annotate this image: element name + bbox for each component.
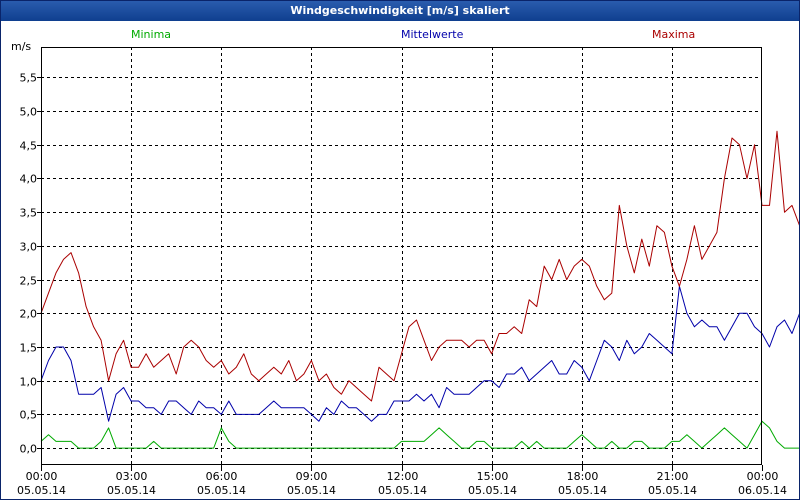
x-tick-time: 09:00	[296, 470, 328, 483]
legend-minima: Minima	[131, 28, 171, 41]
y-tick-label: 2,0	[20, 308, 38, 321]
series-lines	[40, 130, 799, 449]
series-line-maxima	[40, 130, 799, 402]
x-tick-date: 05.05.14	[468, 484, 517, 497]
legend-mittelwerte: Mittelwerte	[401, 28, 464, 41]
y-tick-label: 5,0	[20, 106, 38, 119]
grid	[41, 47, 762, 465]
plot-frame	[41, 47, 762, 465]
y-tick-label: 0,5	[20, 409, 38, 422]
x-tick-time: 00:00	[747, 470, 779, 483]
y-tick-label: 3,5	[20, 207, 38, 220]
chart-canvas: 0,0 0,5 1,0 1,5 2,0 2,5 3,0 3,5 4,0 4,5 5,0 5,5 00:0…	[11, 28, 799, 497]
y-tick-label: 1,0	[20, 376, 38, 389]
y-tick-label: 1,5	[20, 342, 38, 355]
y-tick-label: 3,0	[20, 241, 38, 254]
x-tick-date: 05.05.14	[558, 484, 607, 497]
x-tick-time: 21:00	[657, 470, 689, 483]
y-tick-label: 2,5	[20, 275, 38, 288]
x-tick-date: 05.05.14	[107, 484, 156, 497]
x-tick-time: 00:00	[26, 470, 58, 483]
x-tick-date: 05.05.14	[197, 484, 246, 497]
x-tick-date: 05.05.14	[378, 484, 427, 497]
x-tick-time: 15:00	[477, 470, 509, 483]
y-axis-label: m/s	[11, 40, 31, 53]
window-title: Windgeschwindigkeit [m/s] skaliert	[1, 1, 799, 21]
series-line-minima	[40, 420, 799, 449]
x-tick-date: 06.05.14	[738, 484, 787, 497]
x-tick-date: 05.05.14	[287, 484, 336, 497]
series-line-mittelwerte	[40, 285, 799, 422]
y-tick-label: 5,5	[20, 72, 38, 85]
x-tick-date: 05.05.14	[648, 484, 697, 497]
plot-area	[41, 47, 762, 465]
axes: 0,0 0,5 1,0 1,5 2,0 2,5 3,0 3,5 4,0 4,5 5,0 5,5 00:0…	[17, 47, 787, 497]
x-tick-time: 18:00	[567, 470, 599, 483]
y-tick-label: 0,0	[20, 443, 38, 456]
x-tick-time: 03:00	[116, 470, 148, 483]
legend-maxima: Maxima	[652, 28, 695, 41]
x-tick-date: 05.05.14	[17, 484, 66, 497]
x-tick-time: 12:00	[387, 470, 419, 483]
y-tick-label: 4,5	[20, 140, 38, 153]
x-tick-time: 06:00	[206, 470, 238, 483]
y-tick-label: 4,0	[20, 173, 38, 186]
